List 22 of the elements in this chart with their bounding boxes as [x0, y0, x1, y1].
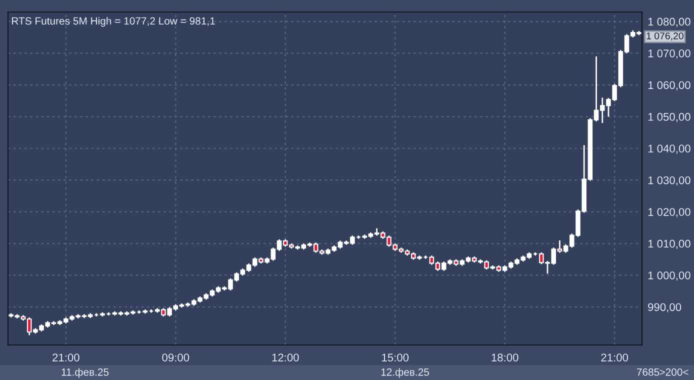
y-tick-label: 1 020,00: [648, 208, 690, 218]
y-tick-label: 1 000,00: [648, 271, 690, 281]
x-tick-label: 21:00: [601, 354, 628, 362]
y-tick-label: 1 070,00: [648, 49, 690, 59]
y-tick-label: 1 040,00: [648, 144, 690, 154]
y-tick-label: 1 060,00: [648, 81, 690, 90]
y-tick-label: 1 030,00: [648, 176, 690, 186]
x-tick-label: 12:00: [272, 354, 299, 362]
x-tick-label: 21:00: [52, 354, 80, 362]
chart-title: RTS Futures 5M High = 1077,2 Low = 981,1: [12, 16, 215, 27]
text: 12.фев.25: [381, 368, 429, 378]
text: 1 076,20: [646, 32, 684, 41]
x-tick-label: 18:00: [492, 354, 518, 362]
text: >200<: [660, 368, 688, 376]
x-tick-label: 15:00: [382, 354, 409, 362]
x-tick-label: 09:00: [162, 354, 190, 362]
y-tick-label: 1 080,00: [648, 18, 690, 27]
y-tick-label: 1 050,00: [648, 112, 690, 122]
y-tick-label: 1 010,00: [648, 240, 690, 249]
y-tick-label: 990,00: [648, 303, 682, 312]
text: 11.фев.25: [62, 368, 109, 378]
text: 7685: [636, 368, 660, 376]
